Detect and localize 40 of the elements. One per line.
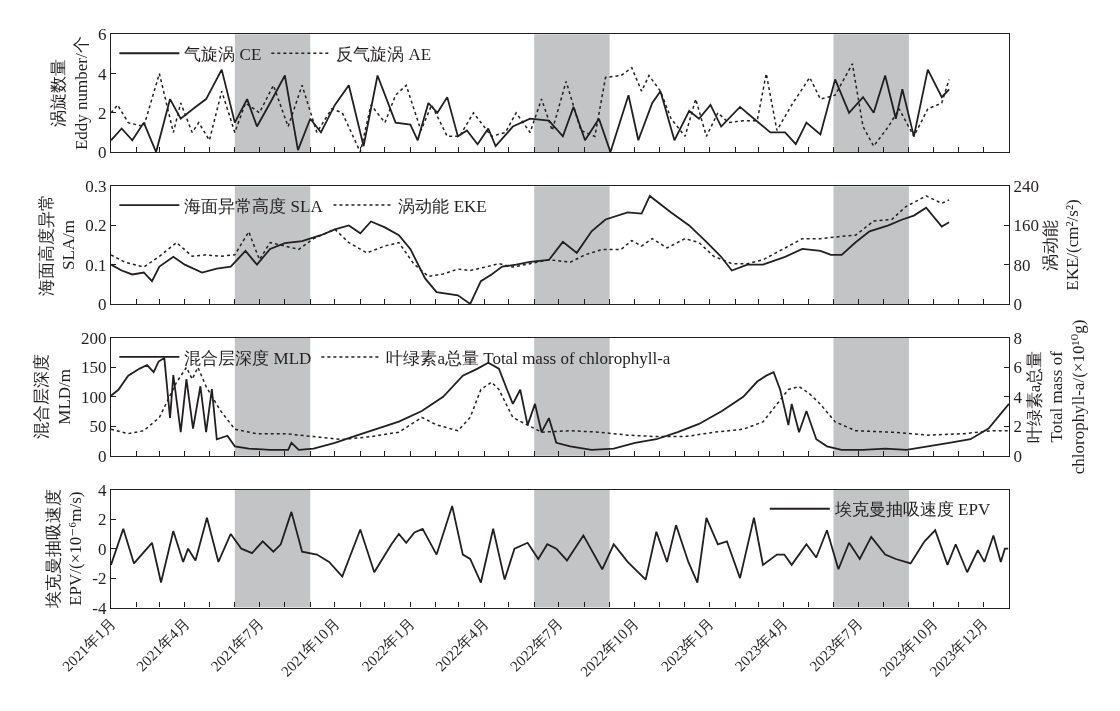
y-axis-title: 混合层深度 MLD/m <box>32 354 74 440</box>
legend-label: 混合层深度 MLD <box>184 348 312 368</box>
y2-axis-title: 涡动能 EKE/(cm²/s²) <box>1041 199 1083 291</box>
y-tick-label: 0 <box>98 539 107 559</box>
y-tick-label: 0.2 <box>85 216 107 236</box>
y-axis-title: 海面高度异常 SLA/m <box>36 194 78 297</box>
y-tick-label: 0 <box>98 294 107 314</box>
y-tick-label: 150 <box>81 358 107 378</box>
y2-axis-title: 叶绿素a总量 Total mass of chlorophyll-a/(×10¹⁰g) <box>1024 319 1089 475</box>
y-tick-label: 50 <box>89 417 107 437</box>
y2-tick-label: 240 <box>1013 177 1039 197</box>
y-tick-label: 0 <box>98 143 107 163</box>
y-tick-label: 2 <box>98 510 107 530</box>
y-axis-title: 涡旋数量 Eddy number/个 <box>49 36 91 151</box>
y2-tick-label: 160 <box>1013 216 1039 236</box>
y2-tick-label: 80 <box>1013 255 1031 275</box>
y-tick-label: 100 <box>81 387 107 407</box>
y-tick-label: 4 <box>98 64 107 84</box>
y2-tick-label: 6 <box>1013 358 1022 378</box>
y-tick-label: -2 <box>92 569 107 589</box>
legend-label: 叶绿素a总量 Total mass of chlorophyll-a <box>386 348 671 368</box>
y-tick-label: -4 <box>92 598 107 618</box>
y-tick-label: 4 <box>98 480 107 500</box>
y-axis-title: 埃克曼抽吸速度 EPV/(×10⁻⁶m/s) <box>43 489 85 610</box>
legend-label: 海面异常高度 SLA <box>184 196 324 216</box>
y-tick-label: 0 <box>98 446 107 466</box>
y2-tick-label: 2 <box>1013 417 1022 437</box>
legend-label: 涡动能 EKE <box>398 196 487 216</box>
y2-tick-label: 4 <box>1013 387 1023 407</box>
y-tick-label: 6 <box>98 25 107 45</box>
y2-tick-label: 0 <box>1013 294 1022 314</box>
legend-label: 反气旋涡 AE <box>336 44 432 64</box>
y-tick-label: 0.3 <box>85 177 107 197</box>
legend-label: 气旋涡 CE <box>184 44 262 64</box>
y-tick-label: 0.1 <box>85 255 107 275</box>
y2-tick-label: 8 <box>1013 328 1022 348</box>
y2-tick-label: 0 <box>1013 446 1022 466</box>
y-tick-label: 2 <box>98 103 107 123</box>
y-tick-label: 200 <box>81 328 107 348</box>
legend-label: 埃克曼抽吸速度 EPV <box>833 500 991 520</box>
